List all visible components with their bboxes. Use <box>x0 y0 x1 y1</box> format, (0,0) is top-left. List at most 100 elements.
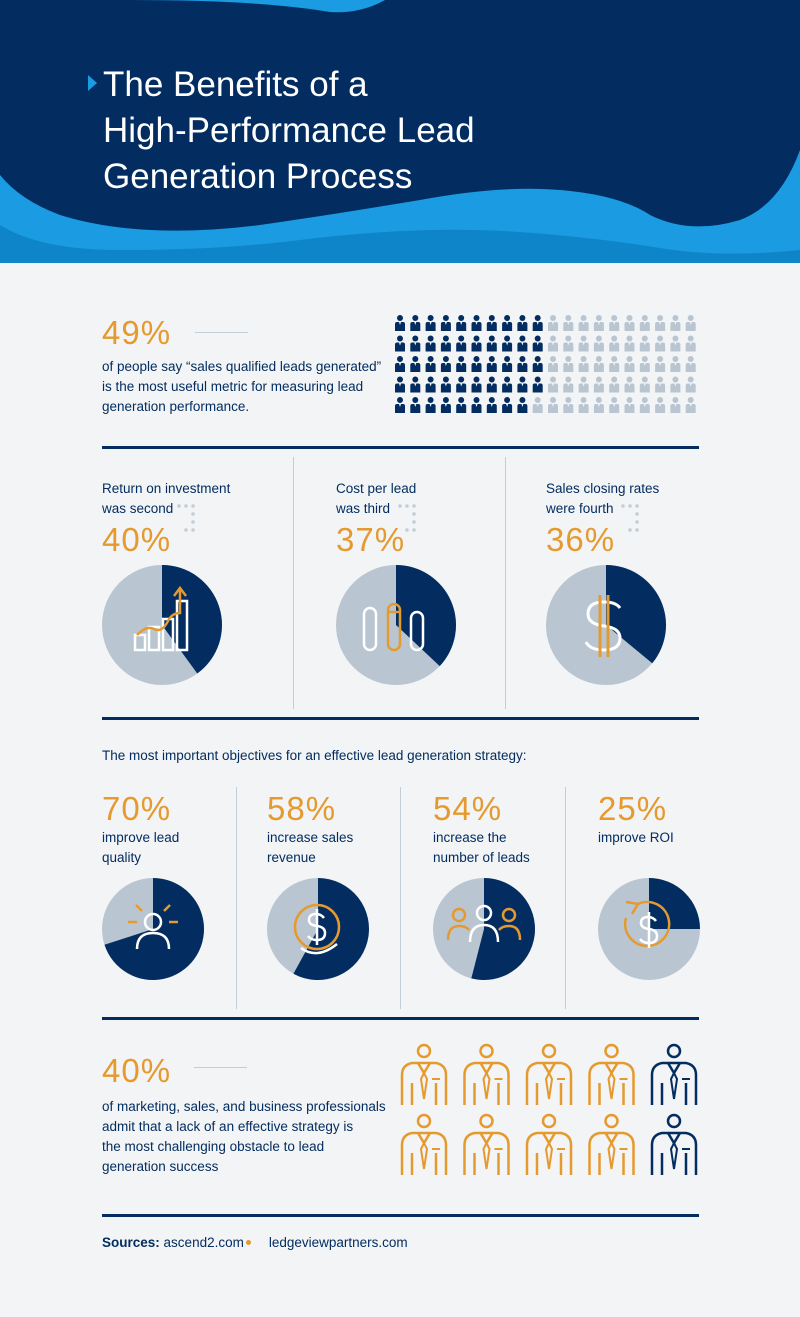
professional-icon <box>525 1113 573 1175</box>
dotted-connector-icon <box>398 504 416 532</box>
person-icon <box>425 356 436 372</box>
section-divider <box>102 446 699 449</box>
person-icon <box>548 335 558 352</box>
column-divider <box>400 787 401 1009</box>
person-icon <box>548 397 558 413</box>
person-icon <box>517 356 528 372</box>
person-icon <box>639 376 650 393</box>
person-icon <box>639 356 650 372</box>
person-icon <box>502 315 513 331</box>
person-icon <box>624 376 635 393</box>
person-icon <box>670 397 681 413</box>
person-icon <box>395 315 405 331</box>
source-link[interactable]: ascend2.com <box>163 1235 244 1250</box>
person-icon <box>456 356 467 372</box>
person-icon <box>486 315 497 331</box>
connector-dot <box>635 520 639 524</box>
professional-icon <box>400 1043 448 1105</box>
person-icon <box>563 335 574 352</box>
person-icon <box>425 397 436 413</box>
person-icon <box>685 335 696 352</box>
person-icon <box>502 335 513 352</box>
person-icon <box>548 315 558 331</box>
person-icon <box>532 356 543 372</box>
stat2-text: of marketing, sales, and business profes… <box>102 1097 392 1177</box>
person-icon <box>655 315 666 331</box>
objective-label: increase sales revenue <box>267 828 353 868</box>
objective-label-line: number of leads <box>433 850 530 865</box>
person-icon <box>456 335 467 352</box>
stat1-percent: 49% <box>102 314 172 351</box>
metric-percent: 37% <box>336 521 406 558</box>
person-icon <box>655 356 666 372</box>
person-icon <box>685 315 696 331</box>
connector-dot <box>191 528 195 532</box>
person-icon <box>517 376 528 393</box>
group-icon <box>446 904 522 943</box>
person-icon <box>440 356 451 372</box>
person-icon <box>425 376 436 393</box>
connector-dot <box>177 504 181 508</box>
person-idea-icon <box>128 904 178 950</box>
stat1-leader-line <box>195 332 248 333</box>
person-icon <box>624 315 635 331</box>
person-icon <box>471 376 482 393</box>
connector-dot <box>635 504 639 508</box>
person-icon <box>395 376 405 393</box>
professional-icon <box>463 1043 510 1105</box>
connector-dot <box>191 504 195 508</box>
person-icon <box>609 376 620 393</box>
professional-icon <box>525 1043 573 1105</box>
source-link[interactable]: ledgeviewpartners.com <box>268 1235 408 1250</box>
metric-label-line: Sales closing rates <box>546 481 660 496</box>
person-icon <box>624 397 635 413</box>
person-icon <box>624 356 635 372</box>
person-icon <box>486 397 497 413</box>
objective-percent: 54% <box>433 790 503 827</box>
person-icon <box>548 376 558 393</box>
column-divider <box>293 457 294 709</box>
connector-dot <box>405 528 409 532</box>
person-icon <box>639 315 650 331</box>
person-icon <box>578 397 589 413</box>
objective-percent: 25% <box>598 790 668 827</box>
column-divider <box>565 787 566 1009</box>
metric-pie-chart <box>336 565 456 685</box>
pie-value-slice <box>293 878 369 980</box>
stat2-text-line: generation success <box>102 1159 219 1174</box>
professional-icon <box>650 1043 698 1105</box>
person-icon <box>486 356 497 372</box>
person-icon <box>639 397 650 413</box>
person-icon <box>395 397 405 413</box>
title-arrow-icon <box>88 75 97 91</box>
pie-value-slice <box>606 565 666 664</box>
professionals-pictograph <box>400 1043 698 1175</box>
section-divider <box>102 1214 699 1217</box>
person-icon <box>548 356 558 372</box>
person-icon <box>655 397 666 413</box>
dollar-coin-icon <box>293 903 341 955</box>
professional-icon <box>588 1043 635 1105</box>
person-icon <box>440 335 451 352</box>
connector-dot <box>412 528 416 532</box>
person-icon <box>410 315 421 331</box>
person-icon <box>456 315 467 331</box>
person-icon <box>456 376 467 393</box>
stat1-text-line: is the most useful metric for measuring … <box>102 379 364 394</box>
person-icon <box>593 356 604 372</box>
objective-percent: 58% <box>267 790 337 827</box>
person-icon <box>563 397 574 413</box>
person-icon <box>410 335 421 352</box>
metric-label-line: Cost per lead <box>336 481 417 496</box>
person-icon <box>456 397 467 413</box>
person-icon <box>685 356 696 372</box>
stat1-text-line: of people say “sales qualified leads gen… <box>102 359 382 374</box>
title-line: High-Performance Lead <box>103 111 475 150</box>
person-icon <box>670 335 681 352</box>
page-title: The Benefits of a High-Performance Lead … <box>103 62 475 200</box>
sources-line: Sources: ascend2.com ledgeviewpartners.co… <box>102 1235 408 1250</box>
person-icon <box>440 397 451 413</box>
stat2-text-line: of marketing, sales, and business profes… <box>102 1099 386 1114</box>
title-line: The Benefits of a <box>103 65 368 104</box>
metric-label-line: was third <box>336 501 391 516</box>
